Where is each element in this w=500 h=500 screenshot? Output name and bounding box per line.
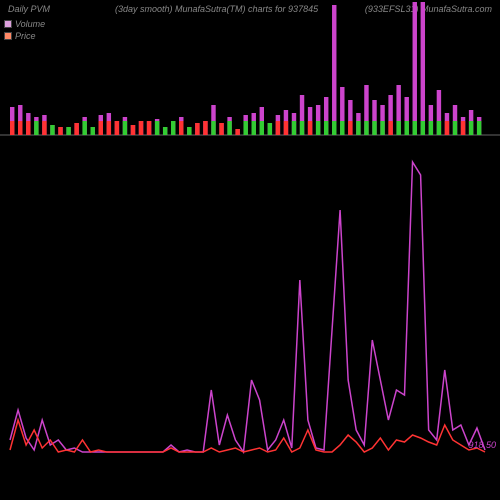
chart-canvas xyxy=(0,0,500,500)
price-value-label: 918.50 xyxy=(468,440,496,450)
